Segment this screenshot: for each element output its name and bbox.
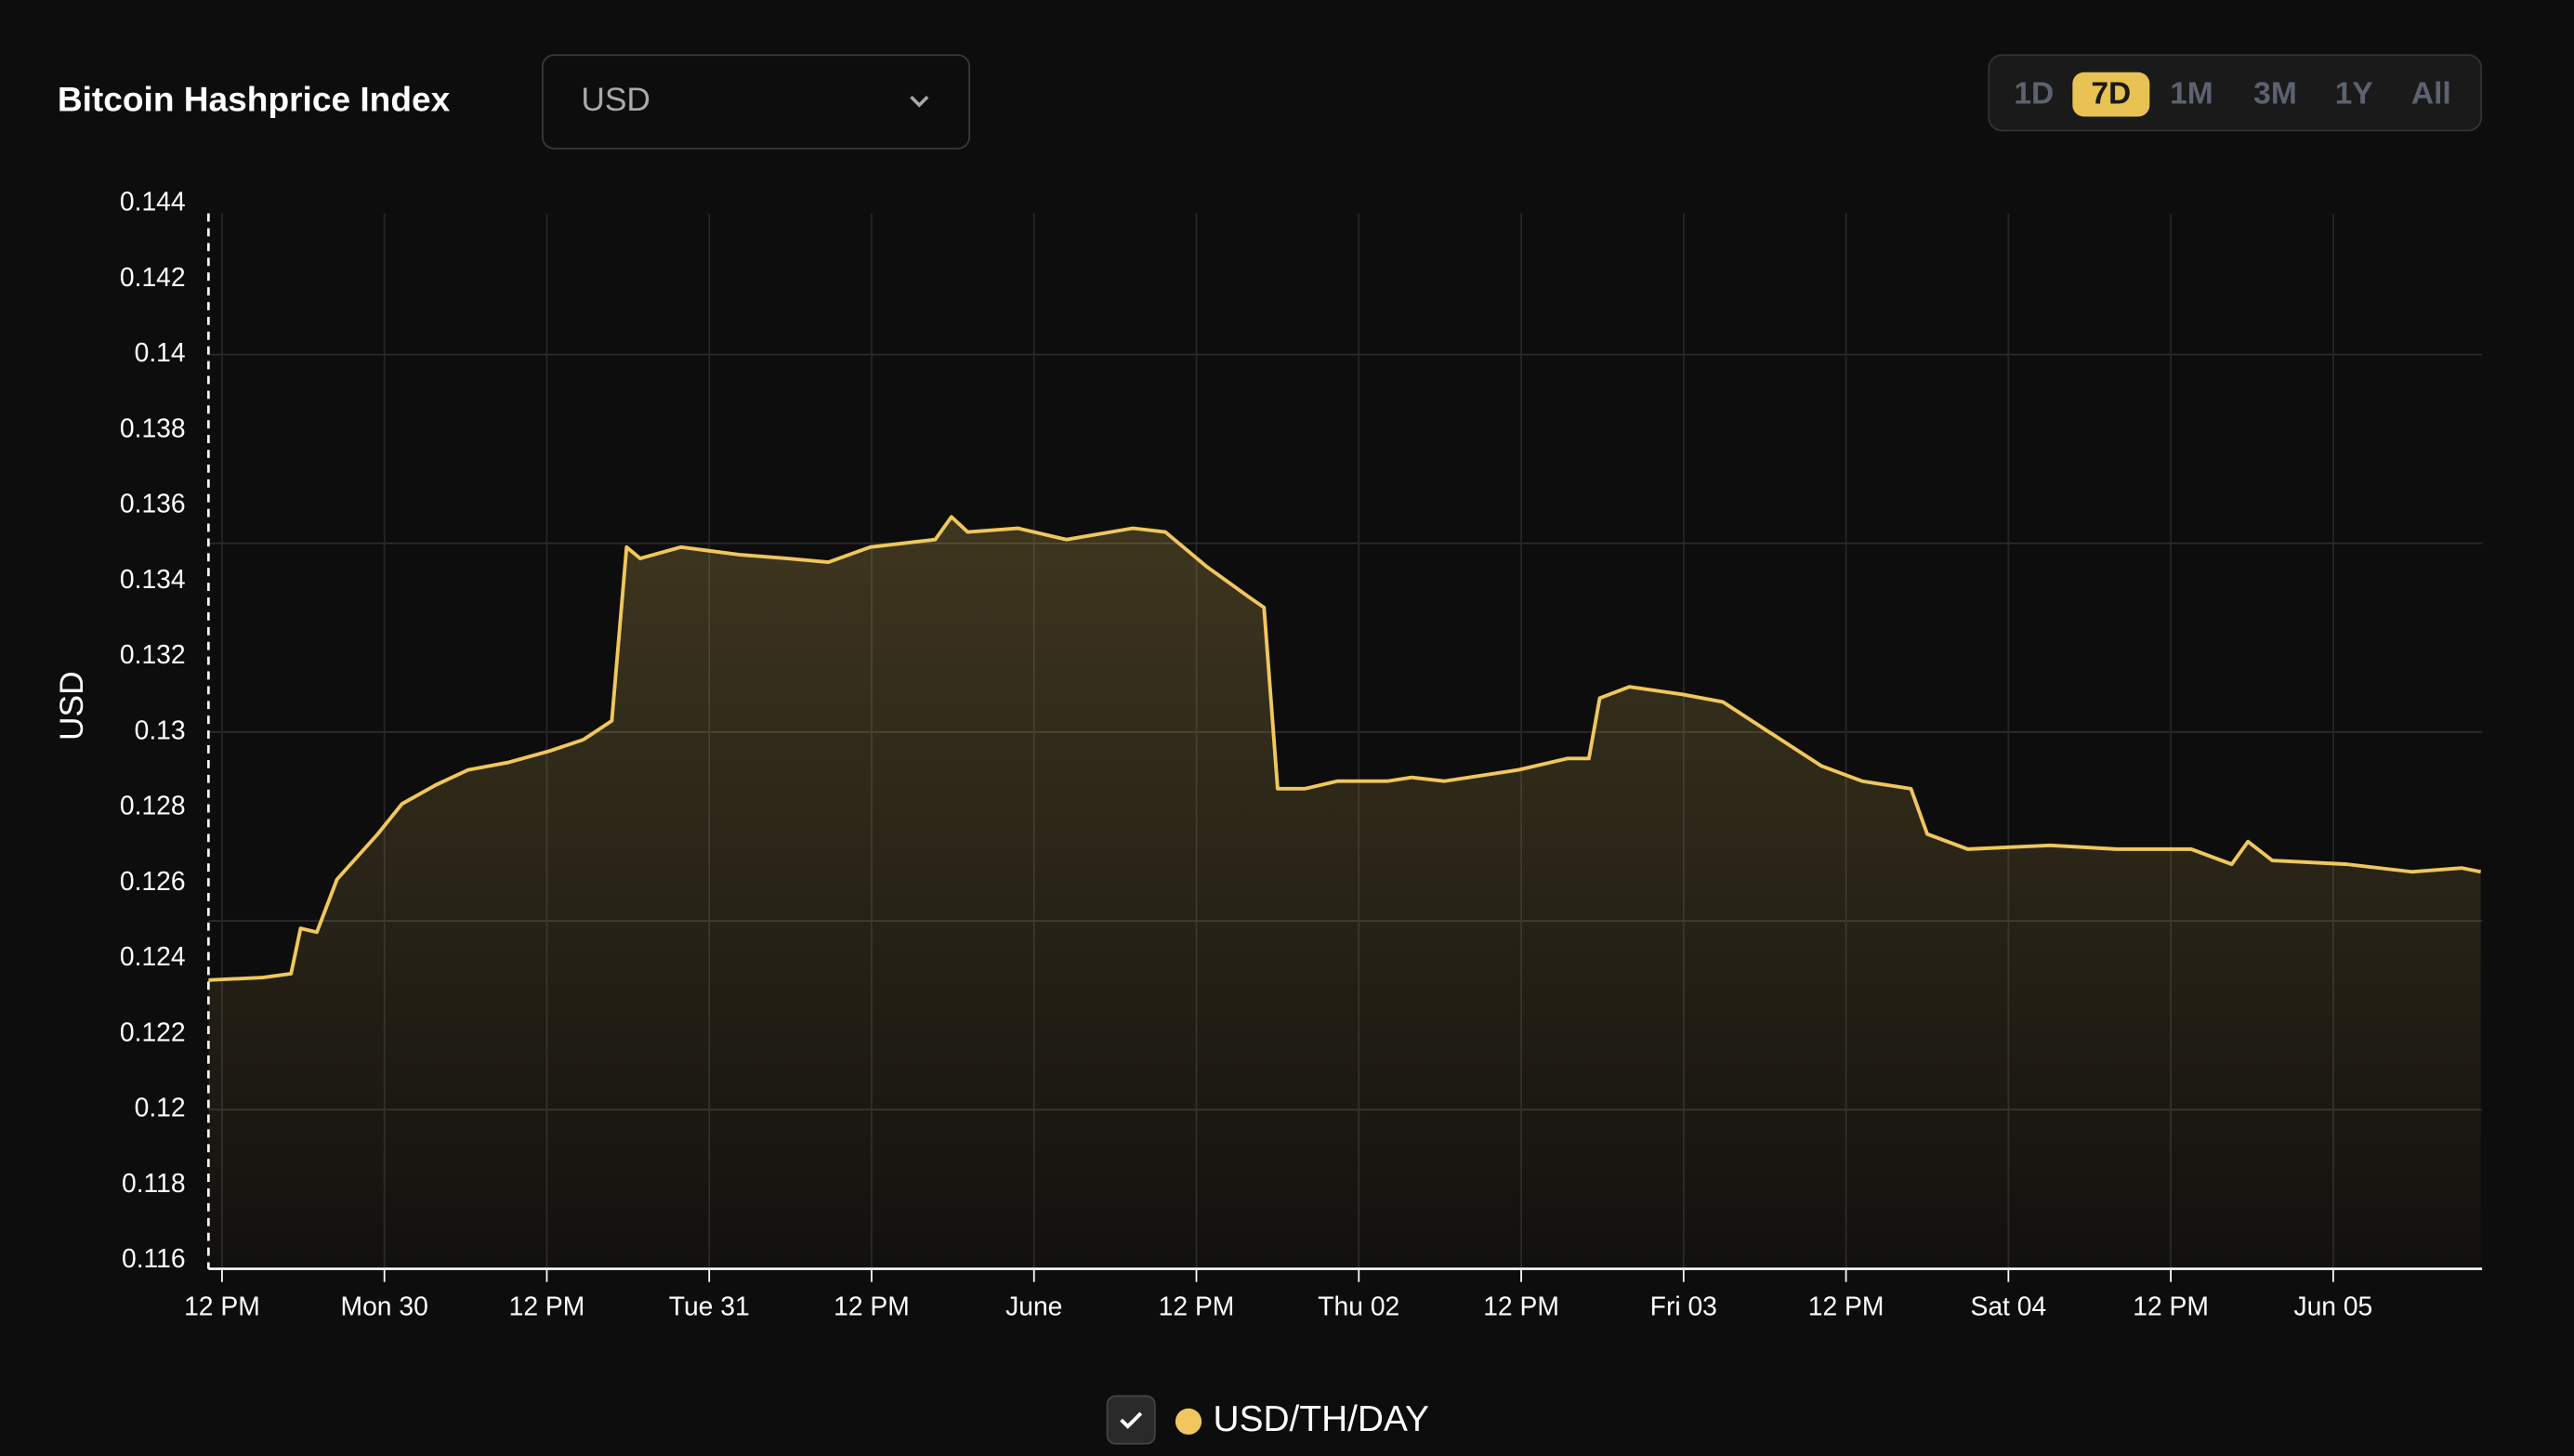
y-tick-label: 0.14	[135, 337, 186, 367]
x-tick-label: 12 PM	[1159, 1291, 1235, 1320]
range-button[interactable]: All	[2411, 76, 2451, 111]
range-button[interactable]: 1Y	[2335, 76, 2373, 111]
y-tick-label: 0.13	[135, 715, 186, 744]
x-tick-label: Thu 02	[1318, 1291, 1399, 1320]
chevron[interactable]	[910, 96, 929, 108]
y-tick-label: 0.132	[120, 639, 186, 669]
y-tick-label: 0.144	[120, 187, 186, 216]
x-tick-label: 12 PM	[2133, 1291, 2209, 1320]
y-tick-label: 0.122	[120, 1017, 186, 1046]
range-button[interactable]: 7D	[2091, 76, 2131, 111]
range-active-bg[interactable]	[2072, 72, 2150, 117]
legend-swatch	[1175, 1408, 1202, 1436]
y-tick-label: 0.138	[120, 413, 186, 442]
currency-dropdown[interactable]	[541, 54, 971, 150]
check-icon[interactable]	[1120, 1411, 1143, 1429]
title: Bitcoin Hashprice Index	[58, 79, 451, 118]
legend-label[interactable]: USD/TH/DAY	[1214, 1399, 1430, 1439]
x-tick-label: Mon 30	[341, 1291, 428, 1320]
x-tick-label: 12 PM	[1483, 1291, 1559, 1320]
y-tick-label: 0.142	[120, 262, 186, 292]
y-tick-label: 0.12	[135, 1093, 186, 1122]
y-tick-label: 0.126	[120, 866, 186, 896]
x-tick-label: Sat 04	[1970, 1291, 2046, 1320]
line	[208, 515, 2482, 982]
x-tick-label: June	[1005, 1291, 1062, 1320]
range-button[interactable]: 3M	[2253, 76, 2297, 111]
legend-checkbox[interactable]	[1106, 1395, 1156, 1445]
dropdown-value[interactable]: USD	[581, 82, 650, 118]
y-tick-label: 0.128	[120, 791, 186, 820]
y-tick-label: 0.136	[120, 489, 186, 518]
x-tick-label: 12 PM	[509, 1291, 585, 1320]
x-tick-label: 12 PM	[184, 1291, 260, 1320]
x-tick-label: 12 PM	[1808, 1291, 1885, 1320]
area-fill	[208, 517, 2481, 1269]
y-tick-label: 0.124	[120, 941, 186, 971]
range-group	[1988, 54, 2483, 132]
range-button[interactable]: 1M	[2170, 76, 2213, 111]
x-tick-label: Fri 03	[1650, 1291, 1717, 1320]
x-tick-label: Tue 31	[669, 1291, 750, 1320]
x-tick-label: 12 PM	[834, 1291, 910, 1320]
range-button[interactable]: 1D	[2014, 76, 2054, 111]
y-tick-label: 0.118	[122, 1168, 186, 1198]
y-tick-label: 0.116	[122, 1243, 186, 1273]
y-axis-label: USD	[54, 671, 90, 741]
y-tick-label: 0.134	[120, 564, 186, 594]
x-tick-label: Jun 05	[2293, 1291, 2372, 1320]
